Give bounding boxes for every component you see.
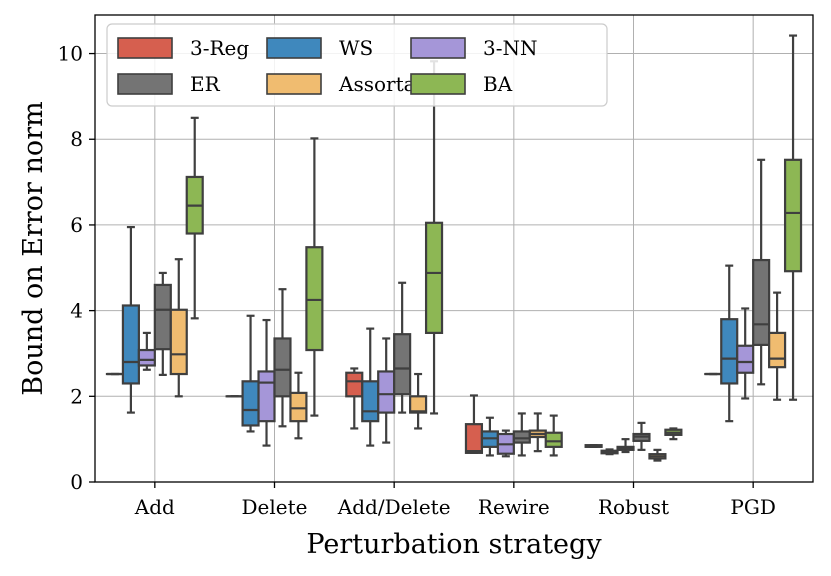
legend-label: WS — [339, 36, 373, 60]
box — [409, 395, 428, 414]
legend-label: 3-NN — [483, 36, 537, 60]
box — [768, 331, 787, 369]
y-axis-title: Bound on Error norm — [18, 101, 49, 395]
x-axis-title: Perturbation strategy — [306, 529, 602, 560]
y-tick-label: 2 — [70, 384, 83, 408]
box — [544, 431, 563, 448]
y-tick-label: 10 — [58, 42, 83, 66]
x-tick-label: Robust — [598, 495, 669, 519]
box — [289, 391, 308, 423]
x-tick-label: Add — [134, 495, 175, 519]
legend-box — [106, 23, 608, 107]
legend-swatch — [410, 73, 466, 95]
legend-swatch — [266, 37, 322, 59]
series-ba — [185, 34, 803, 457]
box — [305, 246, 324, 352]
box — [257, 370, 276, 423]
legend-swatch — [266, 73, 322, 95]
box — [137, 348, 156, 367]
legend-label: BA — [483, 72, 513, 96]
legend-label: 3-Reg — [190, 36, 249, 60]
box — [273, 337, 292, 398]
series-3-reg — [105, 367, 723, 454]
x-tick-label: Delete — [242, 495, 308, 519]
box — [241, 380, 260, 427]
box-plot-series — [105, 34, 803, 462]
box — [169, 308, 188, 376]
series-er — [153, 158, 771, 457]
box — [377, 370, 396, 414]
box — [121, 304, 140, 385]
box — [393, 333, 412, 396]
box — [720, 318, 739, 385]
y-tick-label: 6 — [70, 213, 83, 237]
box — [361, 380, 380, 423]
box — [153, 283, 172, 351]
box — [345, 371, 364, 398]
box — [752, 258, 771, 346]
legend-swatch — [410, 37, 466, 59]
y-tick-label: 0 — [70, 470, 83, 494]
y-tick-label: 4 — [70, 299, 83, 323]
x-tick-label: Add/Delete — [337, 495, 451, 519]
box — [736, 344, 755, 374]
plot-frame — [94, 14, 814, 483]
series-3-nn — [137, 307, 755, 458]
series-assortative — [169, 258, 787, 462]
legend-swatch — [117, 73, 173, 95]
series-ws — [121, 225, 739, 457]
legend-label: ER — [190, 72, 221, 96]
box — [464, 423, 484, 454]
x-tick-label: PGD — [730, 495, 775, 519]
legend-swatch — [117, 37, 173, 59]
x-axis-ticks: Add Delete Add/Delete Rewire Robust PGD — [134, 482, 776, 519]
box — [512, 430, 531, 444]
y-tick-label: 8 — [70, 127, 83, 151]
box — [783, 158, 803, 273]
x-tick-label: Rewire — [478, 495, 550, 519]
y-axis-ticks: 0 2 4 6 8 10 — [58, 42, 95, 494]
box — [424, 221, 444, 335]
